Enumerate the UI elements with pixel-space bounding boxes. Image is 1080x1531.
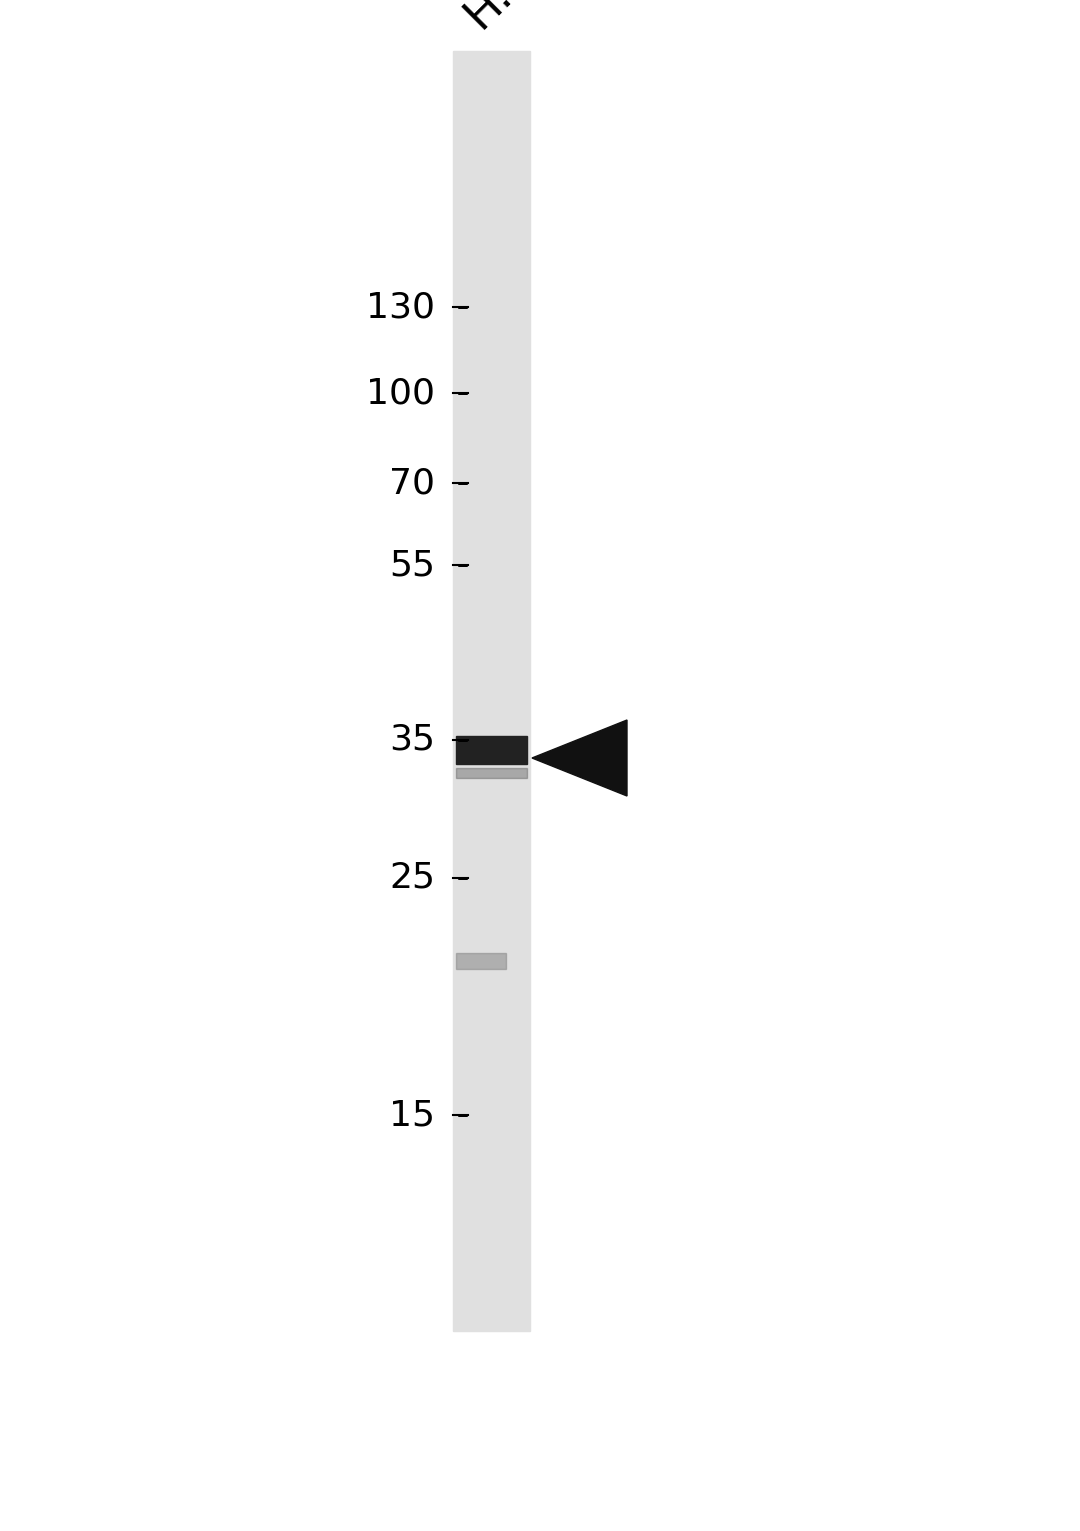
Text: 35: 35	[389, 723, 435, 756]
Text: 70: 70	[389, 465, 435, 501]
Text: H.liver: H.liver	[456, 0, 589, 37]
Text: -: -	[445, 1098, 470, 1131]
Bar	[453, 51, 530, 1330]
Text: -: -	[445, 860, 470, 896]
Text: 15: 15	[389, 1098, 435, 1131]
Text: 130: 130	[366, 289, 435, 325]
Bar	[456, 736, 527, 764]
Text: -: -	[445, 289, 470, 325]
Text: 100: 100	[366, 377, 435, 410]
Text: -: -	[445, 377, 470, 410]
Text: 55: 55	[389, 548, 435, 582]
Bar	[456, 952, 507, 969]
Bar	[456, 769, 527, 778]
Polygon shape	[532, 720, 627, 796]
Text: -: -	[445, 723, 470, 756]
Text: 25: 25	[389, 860, 435, 896]
Text: -: -	[445, 465, 470, 501]
Text: -: -	[445, 548, 470, 582]
